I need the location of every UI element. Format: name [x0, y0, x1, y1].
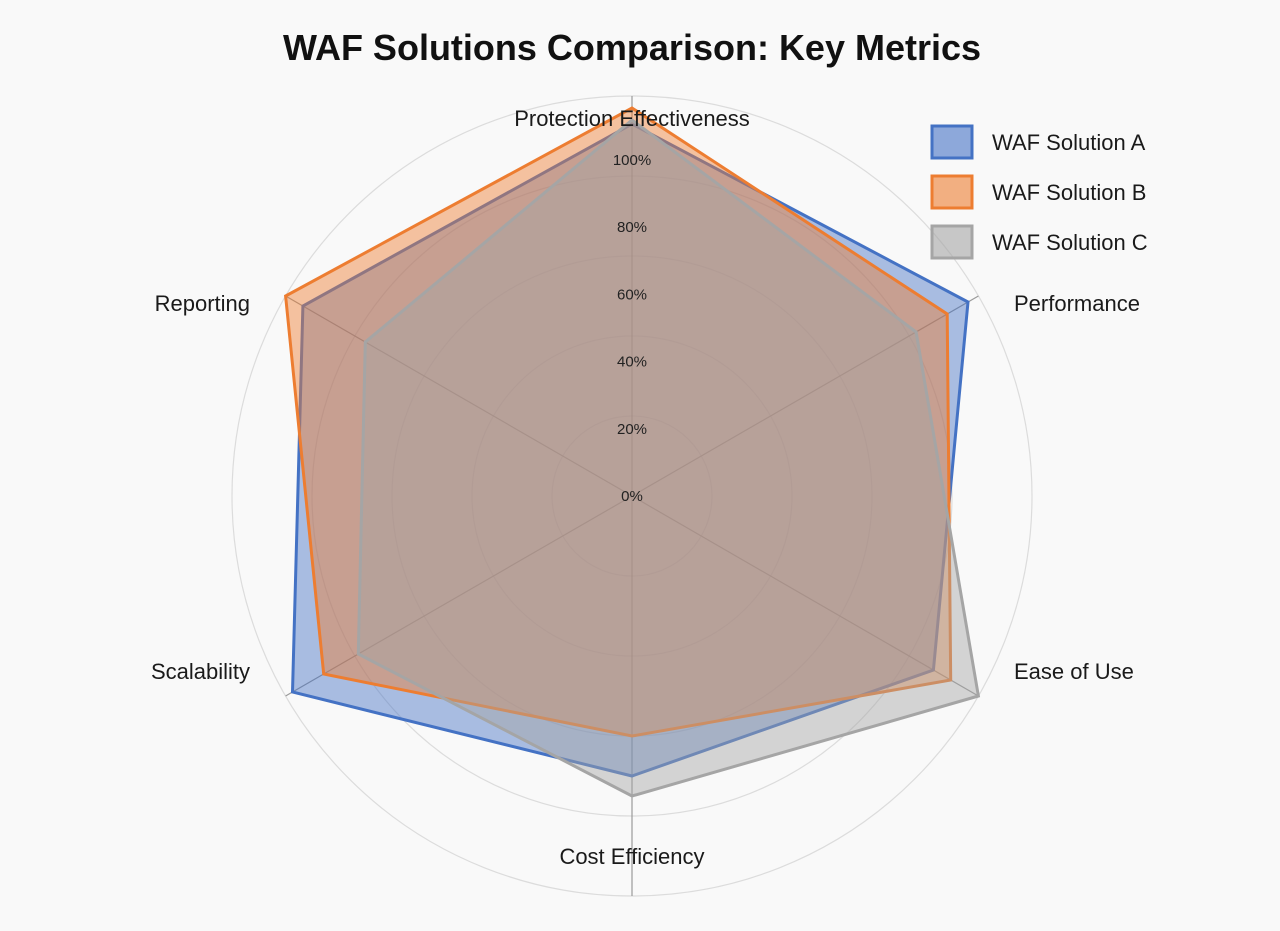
radial-tick-label: 80% — [617, 219, 647, 236]
legend-swatch — [930, 224, 974, 260]
axis-spoke — [631, 495, 979, 697]
radial-tick-labels: 0% 20% 40% 60% 80% 100% — [613, 152, 651, 505]
series-polygon-waf-solution-c — [356, 118, 981, 798]
legend-swatch — [930, 124, 974, 160]
chart-title: WAF Solutions Comparison: Key Metrics — [283, 27, 981, 68]
legend-swatch — [930, 174, 974, 210]
axis-label: Protection Effectiveness — [514, 106, 750, 131]
legend-label: WAF Solution A — [992, 130, 1146, 155]
axis-labels: Protection Effectiveness Performance Ease … — [151, 106, 1140, 869]
axis-spoke — [285, 495, 633, 697]
radial-tick-label: 0% — [621, 488, 643, 505]
axis-label: Cost Efficiency — [559, 844, 704, 869]
legend-label: WAF Solution C — [992, 230, 1148, 255]
series-polygon-waf-solution-a — [290, 122, 970, 778]
radial-tick-label: 40% — [617, 354, 647, 371]
axis-label: Reporting — [155, 291, 250, 316]
axis-spokes — [285, 96, 979, 896]
axis-spoke — [285, 295, 633, 497]
series-polygons — [284, 106, 981, 798]
axis-spoke — [631, 295, 979, 497]
legend-label: WAF Solution B — [992, 180, 1146, 205]
radial-tick-label: 100% — [613, 152, 651, 169]
axis-label: Scalability — [151, 659, 250, 684]
axis-label: Performance — [1014, 291, 1140, 316]
radial-tick-label: 20% — [617, 421, 647, 438]
axis-label: Ease of Use — [1014, 659, 1134, 684]
series-polygon-waf-solution-b — [284, 106, 953, 738]
radial-tick-label: 60% — [617, 286, 647, 303]
legend: WAF Solution A WAF Solution B WAF Solution… — [930, 124, 1148, 260]
